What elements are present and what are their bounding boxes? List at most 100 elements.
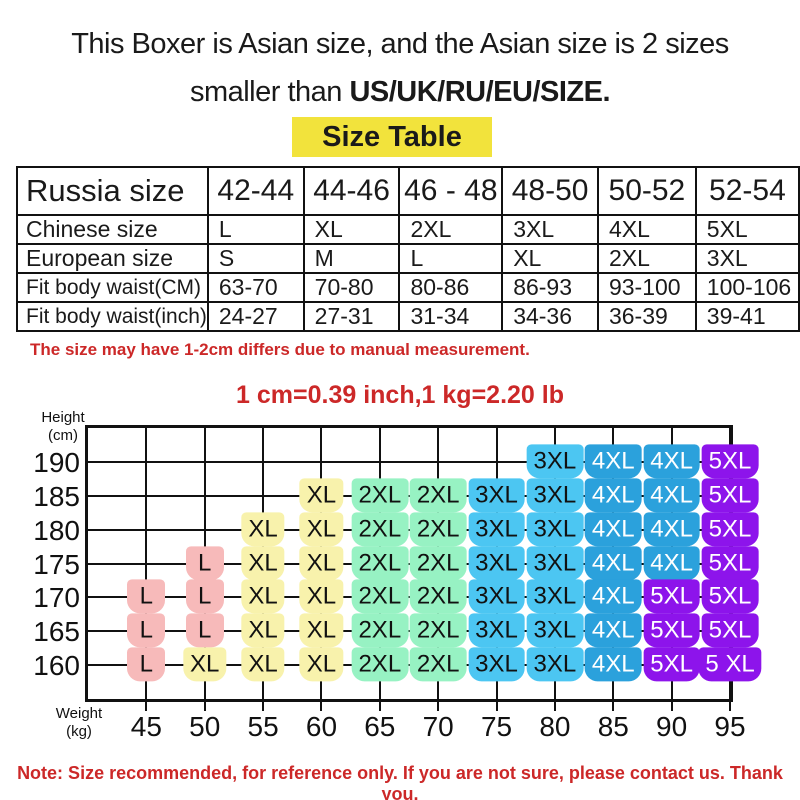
measurement-note: The size may have 1-2cm differs due to m…: [30, 340, 530, 359]
size-marker: 5XL: [643, 613, 700, 648]
x-axis-caption: Weight (kg): [46, 705, 112, 741]
size-table-cell: 63-70: [206, 272, 305, 303]
size-marker: 3XL: [526, 647, 584, 682]
size-marker: 5XL: [643, 647, 700, 682]
size-marker: L: [185, 545, 224, 580]
size-table: Russia size 42-44 44-46 46 - 48 48-50 50-52 52…: [16, 166, 800, 332]
size-table-cell: 50-52: [596, 166, 697, 216]
size-table-row: Russia size 42-44 44-46 46 - 48 48-50 50-52 52…: [16, 166, 800, 216]
size-marker: 3XL: [526, 613, 584, 648]
size-marker: 5XL: [701, 579, 759, 614]
size-marker: 3XL: [526, 579, 584, 614]
size-marker: XL: [299, 511, 344, 546]
y-tick-label: 170: [33, 582, 80, 614]
size-table-cell: 31-34: [398, 301, 504, 332]
x-tick-label: 95: [714, 711, 746, 742]
x-axis-tick: [670, 702, 673, 711]
size-marker: XL: [299, 647, 344, 682]
size-marker: 4XL: [584, 511, 642, 546]
size-table-cell: 2XL: [398, 214, 504, 245]
gridline-horizontal: [88, 528, 730, 531]
size-table-row-label: Fit body waist(CM): [16, 272, 209, 303]
size-marker: 2XL: [351, 511, 409, 546]
y-tick-label: 185: [33, 480, 80, 512]
size-marker: 2XL: [351, 478, 409, 513]
size-marker: 2XL: [409, 511, 467, 546]
size-marker: 4XL: [643, 511, 700, 546]
y-tick-label: 165: [33, 616, 80, 648]
size-table-row: Chinese size L XL 2XL 3XL 4XL 5XL: [16, 214, 800, 245]
gridline-horizontal: [88, 460, 730, 463]
size-table-cell: 24-27: [206, 301, 305, 332]
size-table-cell: 34-36: [501, 301, 599, 332]
size-table-cell: 3XL: [501, 214, 599, 245]
x-tick-label: 45: [130, 711, 162, 742]
size-table-row-label: Chinese size: [16, 214, 209, 245]
size-marker: L: [127, 647, 166, 682]
size-table-cell: 48-50: [501, 166, 599, 216]
size-marker: L: [185, 579, 224, 614]
gridline-horizontal: [88, 494, 730, 497]
size-table-cell: M: [302, 243, 401, 274]
size-marker: 5XL: [701, 511, 759, 546]
size-table-cell: L: [398, 243, 504, 274]
x-tick-label: 50: [189, 711, 221, 742]
size-marker: 3XL: [468, 579, 525, 614]
title-line-2-bold: US/UK/RU/EU/SIZE.: [349, 76, 611, 108]
x-axis-tick: [495, 702, 498, 711]
size-table-cell: 36-39: [596, 301, 697, 332]
size-marker: XL: [183, 647, 227, 682]
x-tick-label: 75: [480, 711, 513, 742]
size-marker: XL: [299, 545, 344, 580]
size-marker: 5XL: [701, 478, 759, 513]
y-tick-label: 180: [33, 514, 80, 546]
x-axis-caption-label: Weight: [55, 705, 103, 722]
size-marker: 2XL: [409, 478, 467, 513]
y-tick-label: 190: [33, 446, 80, 478]
size-marker: 2XL: [351, 613, 409, 648]
size-table-body: Russia size 42-44 44-46 46 - 48 48-50 50-52 52…: [16, 166, 800, 332]
size-marker: XL: [241, 647, 285, 682]
conversion-note: 1 cm=0.39 inch,1 kg=2.20 lb: [236, 381, 564, 409]
size-marker: XL: [241, 511, 285, 546]
size-table-cell: XL: [501, 243, 599, 274]
bottom-note: Note: Size recommended, for reference on…: [17, 763, 783, 800]
size-table-cell: 86-93: [501, 272, 599, 303]
size-marker: 2XL: [351, 579, 409, 614]
size-marker: 2XL: [409, 647, 467, 682]
size-table-cell: L: [206, 214, 305, 245]
x-axis-tick: [553, 702, 556, 711]
x-tick-label: 70: [422, 711, 454, 742]
size-marker: 4XL: [584, 444, 642, 479]
size-marker: 4XL: [584, 613, 642, 648]
x-tick-label: 85: [597, 711, 629, 742]
size-marker: 4XL: [643, 478, 700, 513]
size-table-cell: 70-80: [302, 272, 401, 303]
x-axis-tick: [320, 702, 323, 711]
size-marker: XL: [299, 613, 344, 648]
size-table-cell: 3XL: [694, 243, 800, 274]
title-line-1: This Boxer is Asian size, and the Asian …: [0, 28, 800, 61]
size-marker: XL: [241, 545, 285, 580]
size-table-cell: S: [206, 243, 305, 274]
title-line-2-prefix: smaller than: [189, 76, 350, 108]
size-marker: 5XL: [643, 579, 700, 614]
size-table-cell: 80-86: [398, 272, 504, 303]
size-table-cell: 5XL: [694, 214, 800, 245]
size-marker: 3XL: [468, 478, 525, 513]
size-table-row-label: Russia size: [16, 166, 209, 216]
y-tick-label: 160: [33, 650, 80, 682]
x-axis-tick: [145, 702, 148, 711]
size-marker: 5XL: [701, 613, 759, 648]
gridline-horizontal: [88, 664, 730, 667]
size-table-row-label: Fit body waist(inch): [16, 301, 209, 332]
y-axis-caption: Height (cm): [30, 409, 96, 445]
size-marker: 3XL: [526, 478, 584, 513]
size-marker: 4XL: [584, 545, 642, 580]
x-tick-label: 90: [656, 711, 688, 742]
size-marker: L: [185, 613, 224, 648]
size-table-row: Fit body waist(inch) 24-27 27-31 31-34 34-36…: [16, 301, 800, 332]
size-marker: 3XL: [468, 545, 525, 580]
size-marker: 3XL: [468, 613, 525, 648]
x-tick-label: 65: [364, 711, 396, 742]
